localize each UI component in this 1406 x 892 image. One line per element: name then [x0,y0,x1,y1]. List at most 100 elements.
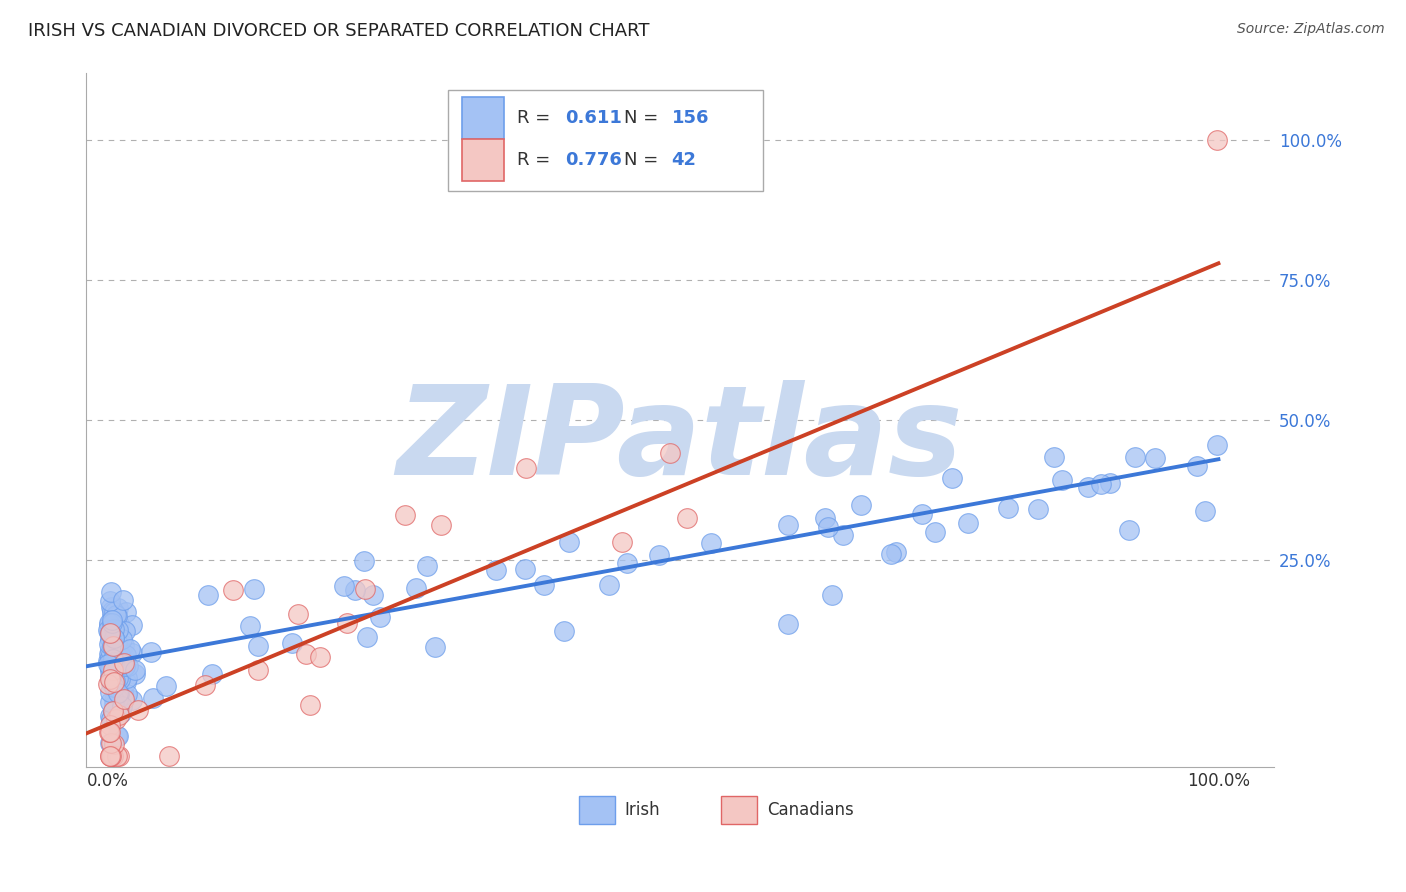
Point [368,609,391,624]
Point [242,582,264,597]
Point [121,693,143,707]
Point [100,624,122,639]
Point [941,471,963,485]
Point [100,599,122,614]
Point [343,582,366,597]
Point [98,660,121,674]
Point [101,605,124,619]
Text: 42: 42 [672,151,696,169]
Point [239,619,262,633]
Point [107,729,129,743]
Point [98,684,121,698]
Point [1042,450,1064,464]
Point [101,654,124,668]
Point [287,607,309,621]
Text: Canadians: Canadians [766,801,853,819]
Point [101,642,124,657]
Point [103,693,125,707]
Point [101,645,124,659]
Point [98,717,121,731]
Point [659,446,682,460]
Point [194,677,217,691]
Point [222,582,245,597]
Text: Source: ZipAtlas.com: Source: ZipAtlas.com [1237,22,1385,37]
Point [849,498,872,512]
Point [139,645,162,659]
Point [814,510,837,524]
Point [246,639,269,653]
Point [97,647,120,661]
FancyBboxPatch shape [463,139,505,180]
Point [98,724,121,739]
Point [103,673,125,687]
Point [778,518,800,533]
Point [295,647,318,661]
Point [101,748,124,763]
Point [100,629,122,643]
Point [98,643,121,657]
Point [610,534,633,549]
Point [598,578,620,592]
Point [118,641,141,656]
Point [1099,475,1122,490]
Point [124,663,146,677]
Point [648,548,671,562]
Point [98,594,121,608]
Text: 0.611: 0.611 [565,109,621,127]
Point [121,618,143,632]
Text: N =: N = [624,151,664,169]
Point [98,624,121,639]
Point [101,653,124,667]
Point [117,659,139,673]
Point [1144,450,1167,465]
Point [105,609,128,624]
Point [98,618,121,632]
Point [107,692,129,706]
Point [103,631,125,645]
Point [98,626,121,640]
Text: ZIPatlas: ZIPatlas [396,380,963,501]
Point [97,637,120,651]
Point [104,620,127,634]
Point [558,535,581,549]
Point [394,508,416,522]
Point [157,748,180,763]
FancyBboxPatch shape [721,797,756,824]
Point [429,517,451,532]
Point [997,500,1019,515]
Point [100,747,122,762]
Point [616,556,638,570]
Point [423,640,446,655]
Point [100,673,122,687]
Text: 0.776: 0.776 [565,151,621,169]
Point [247,664,270,678]
Point [101,657,124,672]
Text: R =: R = [517,151,557,169]
Point [910,507,932,521]
Point [101,651,124,665]
Point [111,593,134,607]
Point [103,626,125,640]
Point [515,460,537,475]
Point [100,736,122,750]
Text: IRISH VS CANADIAN DIVORCED OR SEPARATED CORRELATION CHART: IRISH VS CANADIAN DIVORCED OR SEPARATED … [28,22,650,40]
Point [98,649,121,664]
Point [101,614,124,628]
Point [100,675,122,690]
Point [121,646,143,660]
Point [98,672,121,686]
Point [353,582,375,596]
Point [533,578,555,592]
Point [201,666,224,681]
Point [104,607,127,622]
Point [101,637,124,651]
Point [336,616,359,631]
Point [98,616,121,631]
Point [108,687,131,701]
Point [1206,133,1229,147]
Point [100,663,122,677]
Point [107,601,129,615]
Text: R =: R = [517,109,557,127]
Point [115,675,138,690]
Point [98,663,121,677]
